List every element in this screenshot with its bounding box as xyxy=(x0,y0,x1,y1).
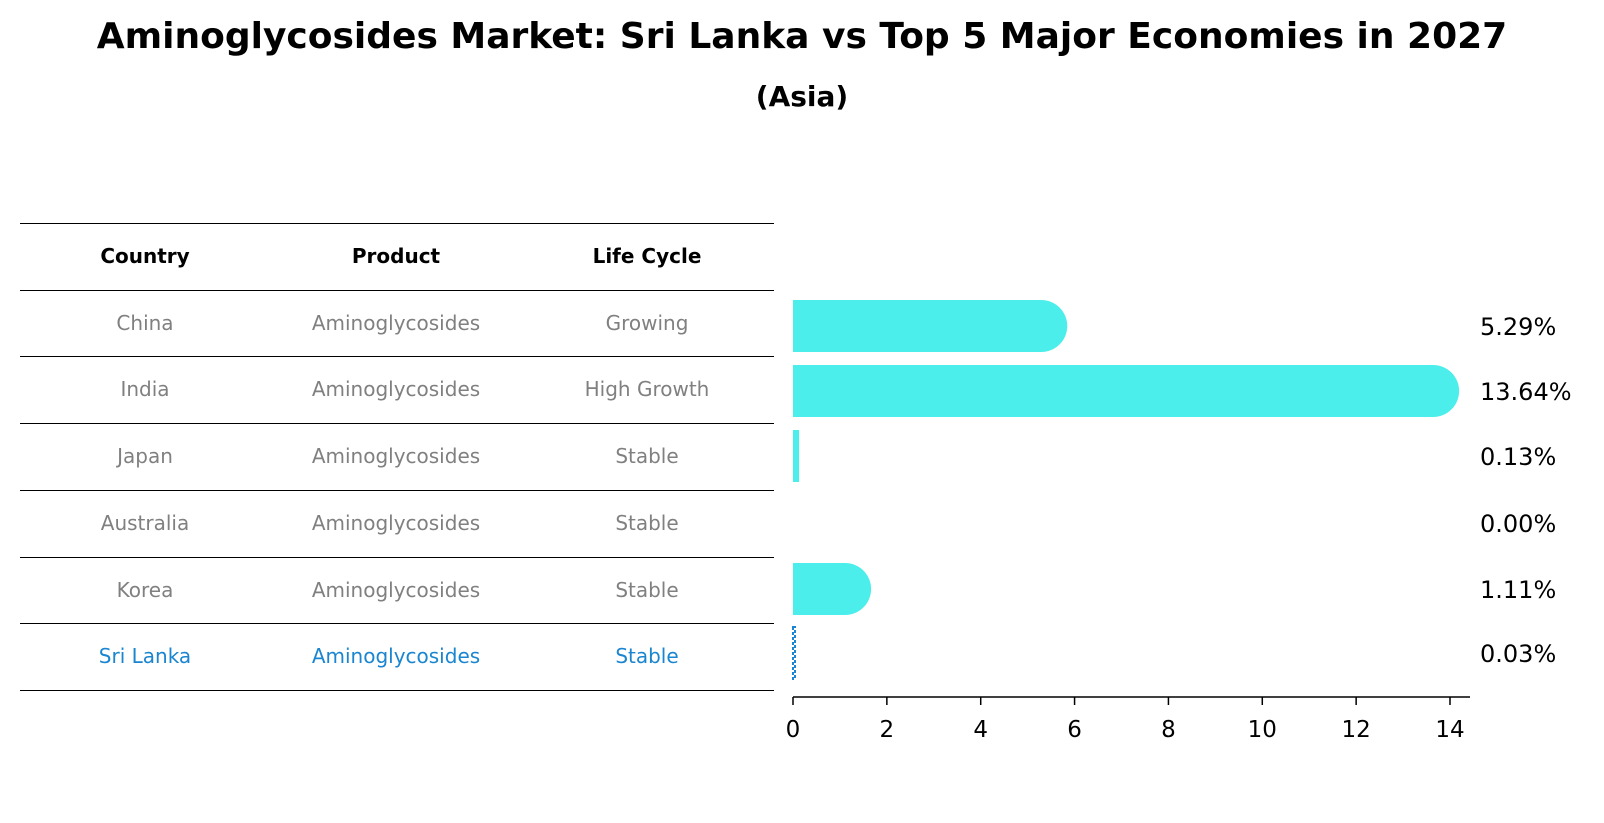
table-cell-life-cycle: High Growth xyxy=(584,377,710,401)
chart-subtitle: (Asia) xyxy=(755,80,849,113)
table-cell-product: Aminoglycosides xyxy=(311,377,481,401)
x-tick-label: 10 xyxy=(1248,717,1277,743)
table-cell-life-cycle: Stable xyxy=(615,644,679,668)
table-rule xyxy=(20,490,774,491)
table-cell-country: Australia xyxy=(100,511,190,535)
table-rule xyxy=(20,356,774,357)
table-cell-product: Aminoglycosides xyxy=(311,311,481,335)
x-tick-label: 0 xyxy=(786,717,801,743)
table-cell-life-cycle: Stable xyxy=(615,578,679,602)
table-cell-country: India xyxy=(120,377,170,401)
table-rule xyxy=(20,223,774,224)
table-rule xyxy=(20,290,774,291)
x-tick-label: 14 xyxy=(1435,717,1464,743)
value-label: 1.11% xyxy=(1480,576,1556,604)
table-cell-life-cycle: Growing xyxy=(605,311,689,335)
chart-title: Aminoglycosides Market: Sri Lanka vs Top… xyxy=(96,16,1508,57)
x-tick-label: 8 xyxy=(1161,717,1176,743)
table-cell-product: Aminoglycosides xyxy=(311,644,481,668)
table-cell-life-cycle: Stable xyxy=(615,444,679,468)
table-cell-country: Sri Lanka xyxy=(98,644,192,668)
bar-india xyxy=(793,365,1460,417)
table-rule xyxy=(20,423,774,424)
x-tick-label: 4 xyxy=(973,717,988,743)
value-label: 0.00% xyxy=(1480,510,1556,538)
table-header-product: Product xyxy=(351,244,441,268)
bar-japan xyxy=(793,430,800,482)
bar-sri-lanka xyxy=(792,626,796,680)
table-cell-country: Korea xyxy=(116,578,174,602)
table-cell-country: Japan xyxy=(117,444,173,468)
value-label: 0.13% xyxy=(1480,443,1556,471)
value-label: 13.64% xyxy=(1480,378,1572,406)
table-header-life-cycle: Life Cycle xyxy=(592,244,702,268)
table-cell-product: Aminoglycosides xyxy=(311,578,481,602)
bar-korea xyxy=(793,563,872,615)
table-cell-product: Aminoglycosides xyxy=(311,511,481,535)
table-cell-country: China xyxy=(116,311,174,335)
x-tick-label: 6 xyxy=(1067,717,1082,743)
table-header-country: Country xyxy=(100,244,190,268)
x-tick-label: 2 xyxy=(880,717,895,743)
value-label: 0.03% xyxy=(1480,640,1556,668)
value-label: 5.29% xyxy=(1480,313,1556,341)
table-cell-life-cycle: Stable xyxy=(615,511,679,535)
table-cell-product: Aminoglycosides xyxy=(311,444,481,468)
table-rule xyxy=(20,690,774,691)
table-rule xyxy=(20,623,774,624)
x-tick-label: 12 xyxy=(1342,717,1371,743)
table-rule xyxy=(20,557,774,558)
bar-china xyxy=(793,300,1068,352)
